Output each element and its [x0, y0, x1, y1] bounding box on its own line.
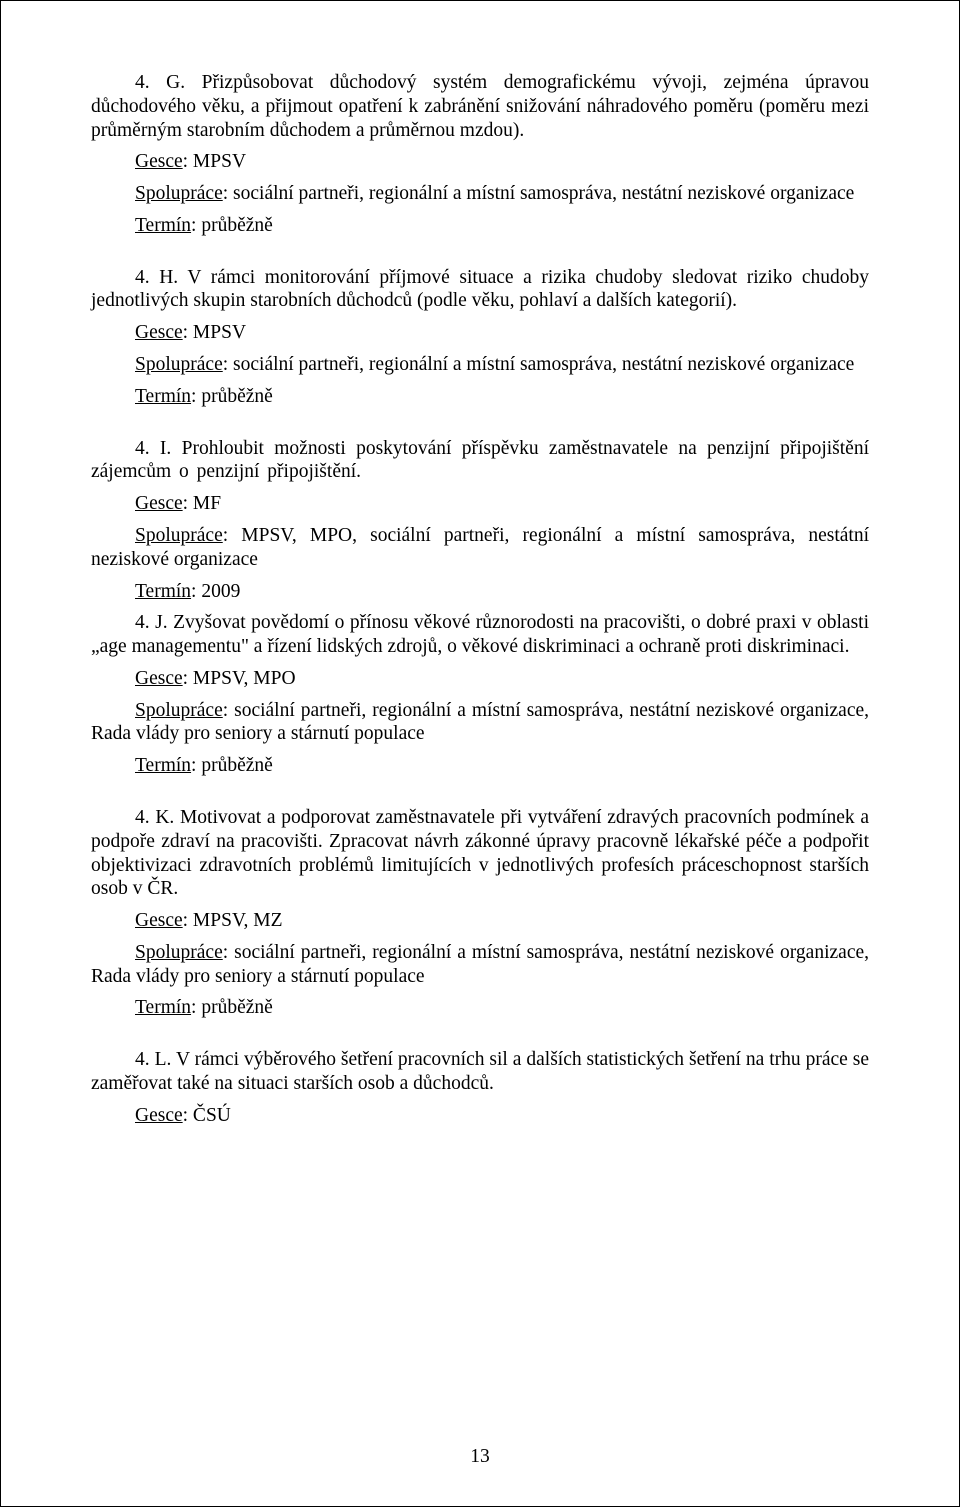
spoluprace-value: : sociální partneři, regionální a místní… — [223, 354, 855, 375]
spoluprace-label: Spolupráce — [135, 525, 223, 546]
item-4i-gesce: Gesce: MF — [91, 492, 869, 516]
item-4h-gesce: Gesce: MPSV — [91, 321, 869, 345]
item-4g-spoluprace: Spolupráce: sociální partneři, regionáln… — [91, 182, 869, 206]
termin-value: : průběžně — [191, 215, 273, 236]
item-4k-gesce: Gesce: MPSV, MZ — [91, 909, 869, 933]
gesce-value: : MPSV, MPO — [183, 668, 296, 689]
spoluprace-label: Spolupráce — [135, 354, 223, 375]
item-4j-gesce: Gesce: MPSV, MPO — [91, 667, 869, 691]
item-4h-spoluprace: Spolupráce: sociální partneři, regionáln… — [91, 353, 869, 377]
page-number: 13 — [1, 1446, 959, 1468]
gesce-label: Gesce — [135, 910, 183, 931]
spoluprace-label: Spolupráce — [135, 183, 223, 204]
item-4k-termin: Termín: průběžně — [91, 996, 869, 1020]
gesce-value: : MF — [183, 493, 221, 514]
gesce-label: Gesce — [135, 322, 183, 343]
gesce-label: Gesce — [135, 668, 183, 689]
item-4g-body: 4. G. Přizpůsobovat důchodový systém dem… — [91, 71, 869, 142]
item-4k-body: 4. K. Motivovat a podporovat zaměstnavat… — [91, 806, 869, 901]
termin-value: : průběžně — [191, 755, 273, 776]
gesce-label: Gesce — [135, 1105, 183, 1126]
item-4l-gesce: Gesce: ČSÚ — [91, 1104, 869, 1128]
page: 4. G. Přizpůsobovat důchodový systém dem… — [0, 0, 960, 1507]
item-4j-body: 4. J. Zvyšovat povědomí o přínosu věkové… — [91, 611, 869, 659]
gesce-label: Gesce — [135, 151, 183, 172]
termin-value: : 2009 — [191, 581, 240, 602]
gesce-value: : MPSV, MZ — [183, 910, 283, 931]
spoluprace-value: : sociální partneři, regionální a místní… — [223, 183, 855, 204]
termin-label: Termín — [135, 581, 191, 602]
termin-label: Termín — [135, 215, 191, 236]
item-4g-termin: Termín: průběžně — [91, 214, 869, 238]
gesce-label: Gesce — [135, 493, 183, 514]
item-4h-termin: Termín: průběžně — [91, 385, 869, 409]
gesce-value: : MPSV — [183, 322, 246, 343]
item-4i-termin: Termín: 2009 — [91, 580, 869, 604]
termin-label: Termín — [135, 997, 191, 1018]
item-4h-body: 4. H. V rámci monitorování příjmové situ… — [91, 266, 869, 314]
item-4l-body: 4. L. V rámci výběrového šetření pracovn… — [91, 1048, 869, 1096]
item-4g-gesce: Gesce: MPSV — [91, 150, 869, 174]
gesce-value: : ČSÚ — [183, 1105, 231, 1126]
termin-label: Termín — [135, 386, 191, 407]
item-4i-body: 4. I. Prohloubit možnosti poskytování př… — [91, 437, 869, 485]
item-4j-spoluprace: Spolupráce: sociální partneři, regionáln… — [91, 699, 869, 747]
termin-value: : průběžně — [191, 997, 273, 1018]
spoluprace-label: Spolupráce — [135, 942, 223, 963]
termin-value: : průběžně — [191, 386, 273, 407]
item-4i-spoluprace: Spolupráce: MPSV, MPO, sociální partneři… — [91, 524, 869, 572]
termin-label: Termín — [135, 755, 191, 776]
item-4j-termin: Termín: průběžně — [91, 754, 869, 778]
spoluprace-label: Spolupráce — [135, 700, 223, 721]
gesce-value: : MPSV — [183, 151, 246, 172]
item-4k-spoluprace: Spolupráce: sociální partneři, regionáln… — [91, 941, 869, 989]
